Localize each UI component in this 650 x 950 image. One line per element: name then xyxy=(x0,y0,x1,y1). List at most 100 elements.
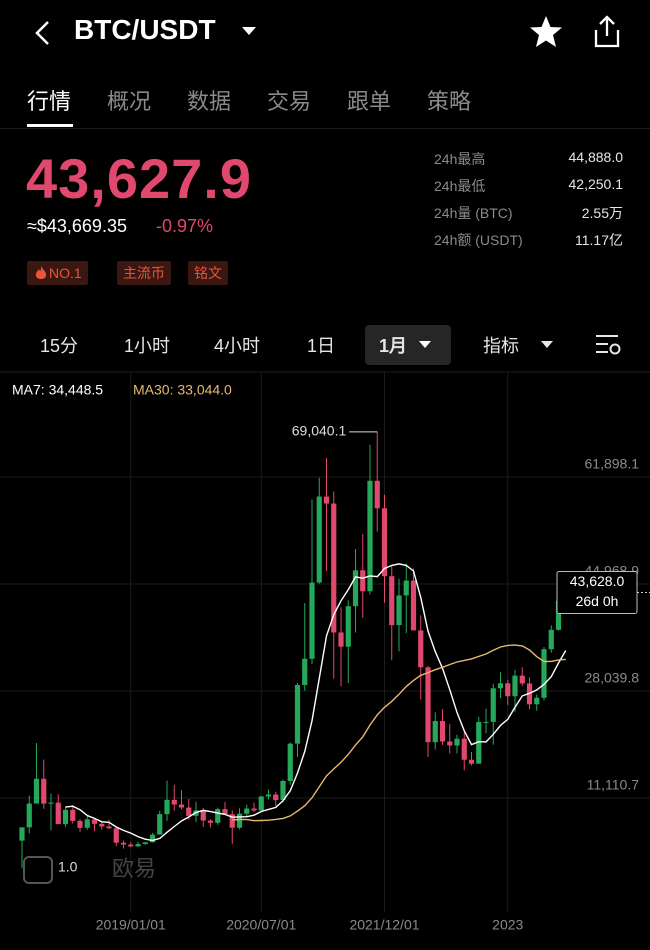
candle-body xyxy=(302,658,308,685)
ma-line xyxy=(65,563,567,842)
candle-body xyxy=(352,570,359,607)
candle-body xyxy=(258,796,264,811)
candle-body xyxy=(229,814,235,828)
candle-body xyxy=(157,814,163,835)
candle-body xyxy=(171,799,177,805)
candle-body xyxy=(534,697,540,705)
candle-body xyxy=(519,675,525,684)
candle-body xyxy=(128,844,134,847)
candle-body xyxy=(244,808,250,814)
tab[interactable]: 跟单 xyxy=(347,89,392,114)
candle-body xyxy=(323,496,330,504)
tab[interactable]: 概况 xyxy=(107,89,152,114)
max-label: 69,040.1 xyxy=(292,423,347,439)
candle-body xyxy=(251,808,257,811)
candle-body xyxy=(403,580,409,596)
change-percent: -0.97% xyxy=(156,216,214,236)
y-tick-label: 61,898.1 xyxy=(585,456,640,472)
candle-body xyxy=(19,827,25,841)
stat-label: 24h最高 xyxy=(434,151,486,167)
candle-body xyxy=(468,759,475,764)
tab[interactable]: 行情 xyxy=(27,89,72,114)
indicator-dropdown[interactable] xyxy=(540,339,554,351)
pair-dropdown[interactable] xyxy=(240,24,258,38)
stat-value: 11.17亿 xyxy=(575,232,623,248)
candle-body xyxy=(186,807,192,816)
tab[interactable]: 数据 xyxy=(187,89,232,114)
candle-body xyxy=(222,809,228,815)
candle-body xyxy=(512,675,518,697)
interval-selected-bg xyxy=(365,325,451,365)
min-label: 1.0 xyxy=(58,859,78,875)
candle-body xyxy=(149,834,156,843)
candle-body xyxy=(410,580,417,631)
interval[interactable]: 1日 xyxy=(307,336,336,356)
tab[interactable]: 交易 xyxy=(267,89,312,114)
candle-body xyxy=(84,819,90,828)
pair-title[interactable]: BTC/USDT xyxy=(74,14,216,45)
stat-value: 2.55万 xyxy=(581,205,623,221)
tag: 铭文 xyxy=(188,261,228,285)
fire-icon xyxy=(35,266,47,279)
watermark: 欧易 xyxy=(112,856,156,881)
tab[interactable]: 策略 xyxy=(427,89,472,114)
candle-body xyxy=(70,809,76,821)
candle-body xyxy=(287,743,293,782)
interval[interactable]: 4小时 xyxy=(214,336,261,356)
chart-settings[interactable] xyxy=(594,332,624,358)
candle-body xyxy=(236,813,243,828)
candle-body xyxy=(338,632,344,647)
x-tick-label: 2019/01/01 xyxy=(96,917,166,933)
candle-body xyxy=(432,721,438,743)
share-button[interactable] xyxy=(590,14,624,50)
candle-body xyxy=(62,809,69,825)
favorite-star[interactable] xyxy=(528,14,564,50)
candle-body xyxy=(316,496,322,583)
candle-body xyxy=(555,600,562,630)
indicator-button[interactable]: 指标 xyxy=(483,336,519,356)
stat-label: 24h额 (USDT) xyxy=(434,232,523,248)
candle-body xyxy=(541,649,547,698)
ma-legend: MA7: 34,448.5 xyxy=(12,382,103,398)
candle-body xyxy=(135,844,141,847)
candle-body xyxy=(425,667,431,743)
candle-body xyxy=(142,842,148,845)
interval[interactable]: 1小时 xyxy=(124,336,171,356)
candle-body xyxy=(164,799,170,815)
usd-price: ≈$43,669.35 xyxy=(27,216,127,236)
interval[interactable]: 15分 xyxy=(40,336,79,356)
candle-body xyxy=(490,688,496,722)
candle-body xyxy=(26,803,32,828)
candle-body xyxy=(389,576,395,626)
candle-body xyxy=(483,721,489,723)
last-price-box xyxy=(556,570,638,614)
candle-body xyxy=(55,802,61,825)
candle-body xyxy=(77,820,83,828)
candle-body xyxy=(265,794,272,797)
candle-body xyxy=(497,683,504,689)
divider xyxy=(0,128,650,129)
tag: 主流币 xyxy=(117,261,171,285)
ma-line xyxy=(232,644,566,822)
candle-body xyxy=(439,721,446,742)
last-price-label: 43,628.0 xyxy=(570,573,625,589)
last-price: 43,627.9 xyxy=(26,147,252,210)
candle-body xyxy=(113,828,119,843)
candle-body xyxy=(396,595,402,626)
candle-body xyxy=(280,781,286,801)
tab-underline xyxy=(27,124,73,127)
logo-box xyxy=(23,856,53,884)
candle-body xyxy=(381,508,388,577)
y-tick-label: 11,110.7 xyxy=(587,777,640,793)
candle-body xyxy=(345,606,351,647)
x-tick-label: 2021/12/01 xyxy=(349,917,419,933)
candle-body xyxy=(48,802,54,804)
interval[interactable]: 1月 xyxy=(379,336,408,356)
candle-body xyxy=(99,823,105,827)
y-tick-label: 28,039.8 xyxy=(585,670,640,686)
candle-body xyxy=(374,480,380,509)
interval-dropdown[interactable] xyxy=(418,339,432,351)
candle-body xyxy=(548,629,554,650)
back-button[interactable] xyxy=(30,18,54,48)
candle-body xyxy=(367,480,373,592)
